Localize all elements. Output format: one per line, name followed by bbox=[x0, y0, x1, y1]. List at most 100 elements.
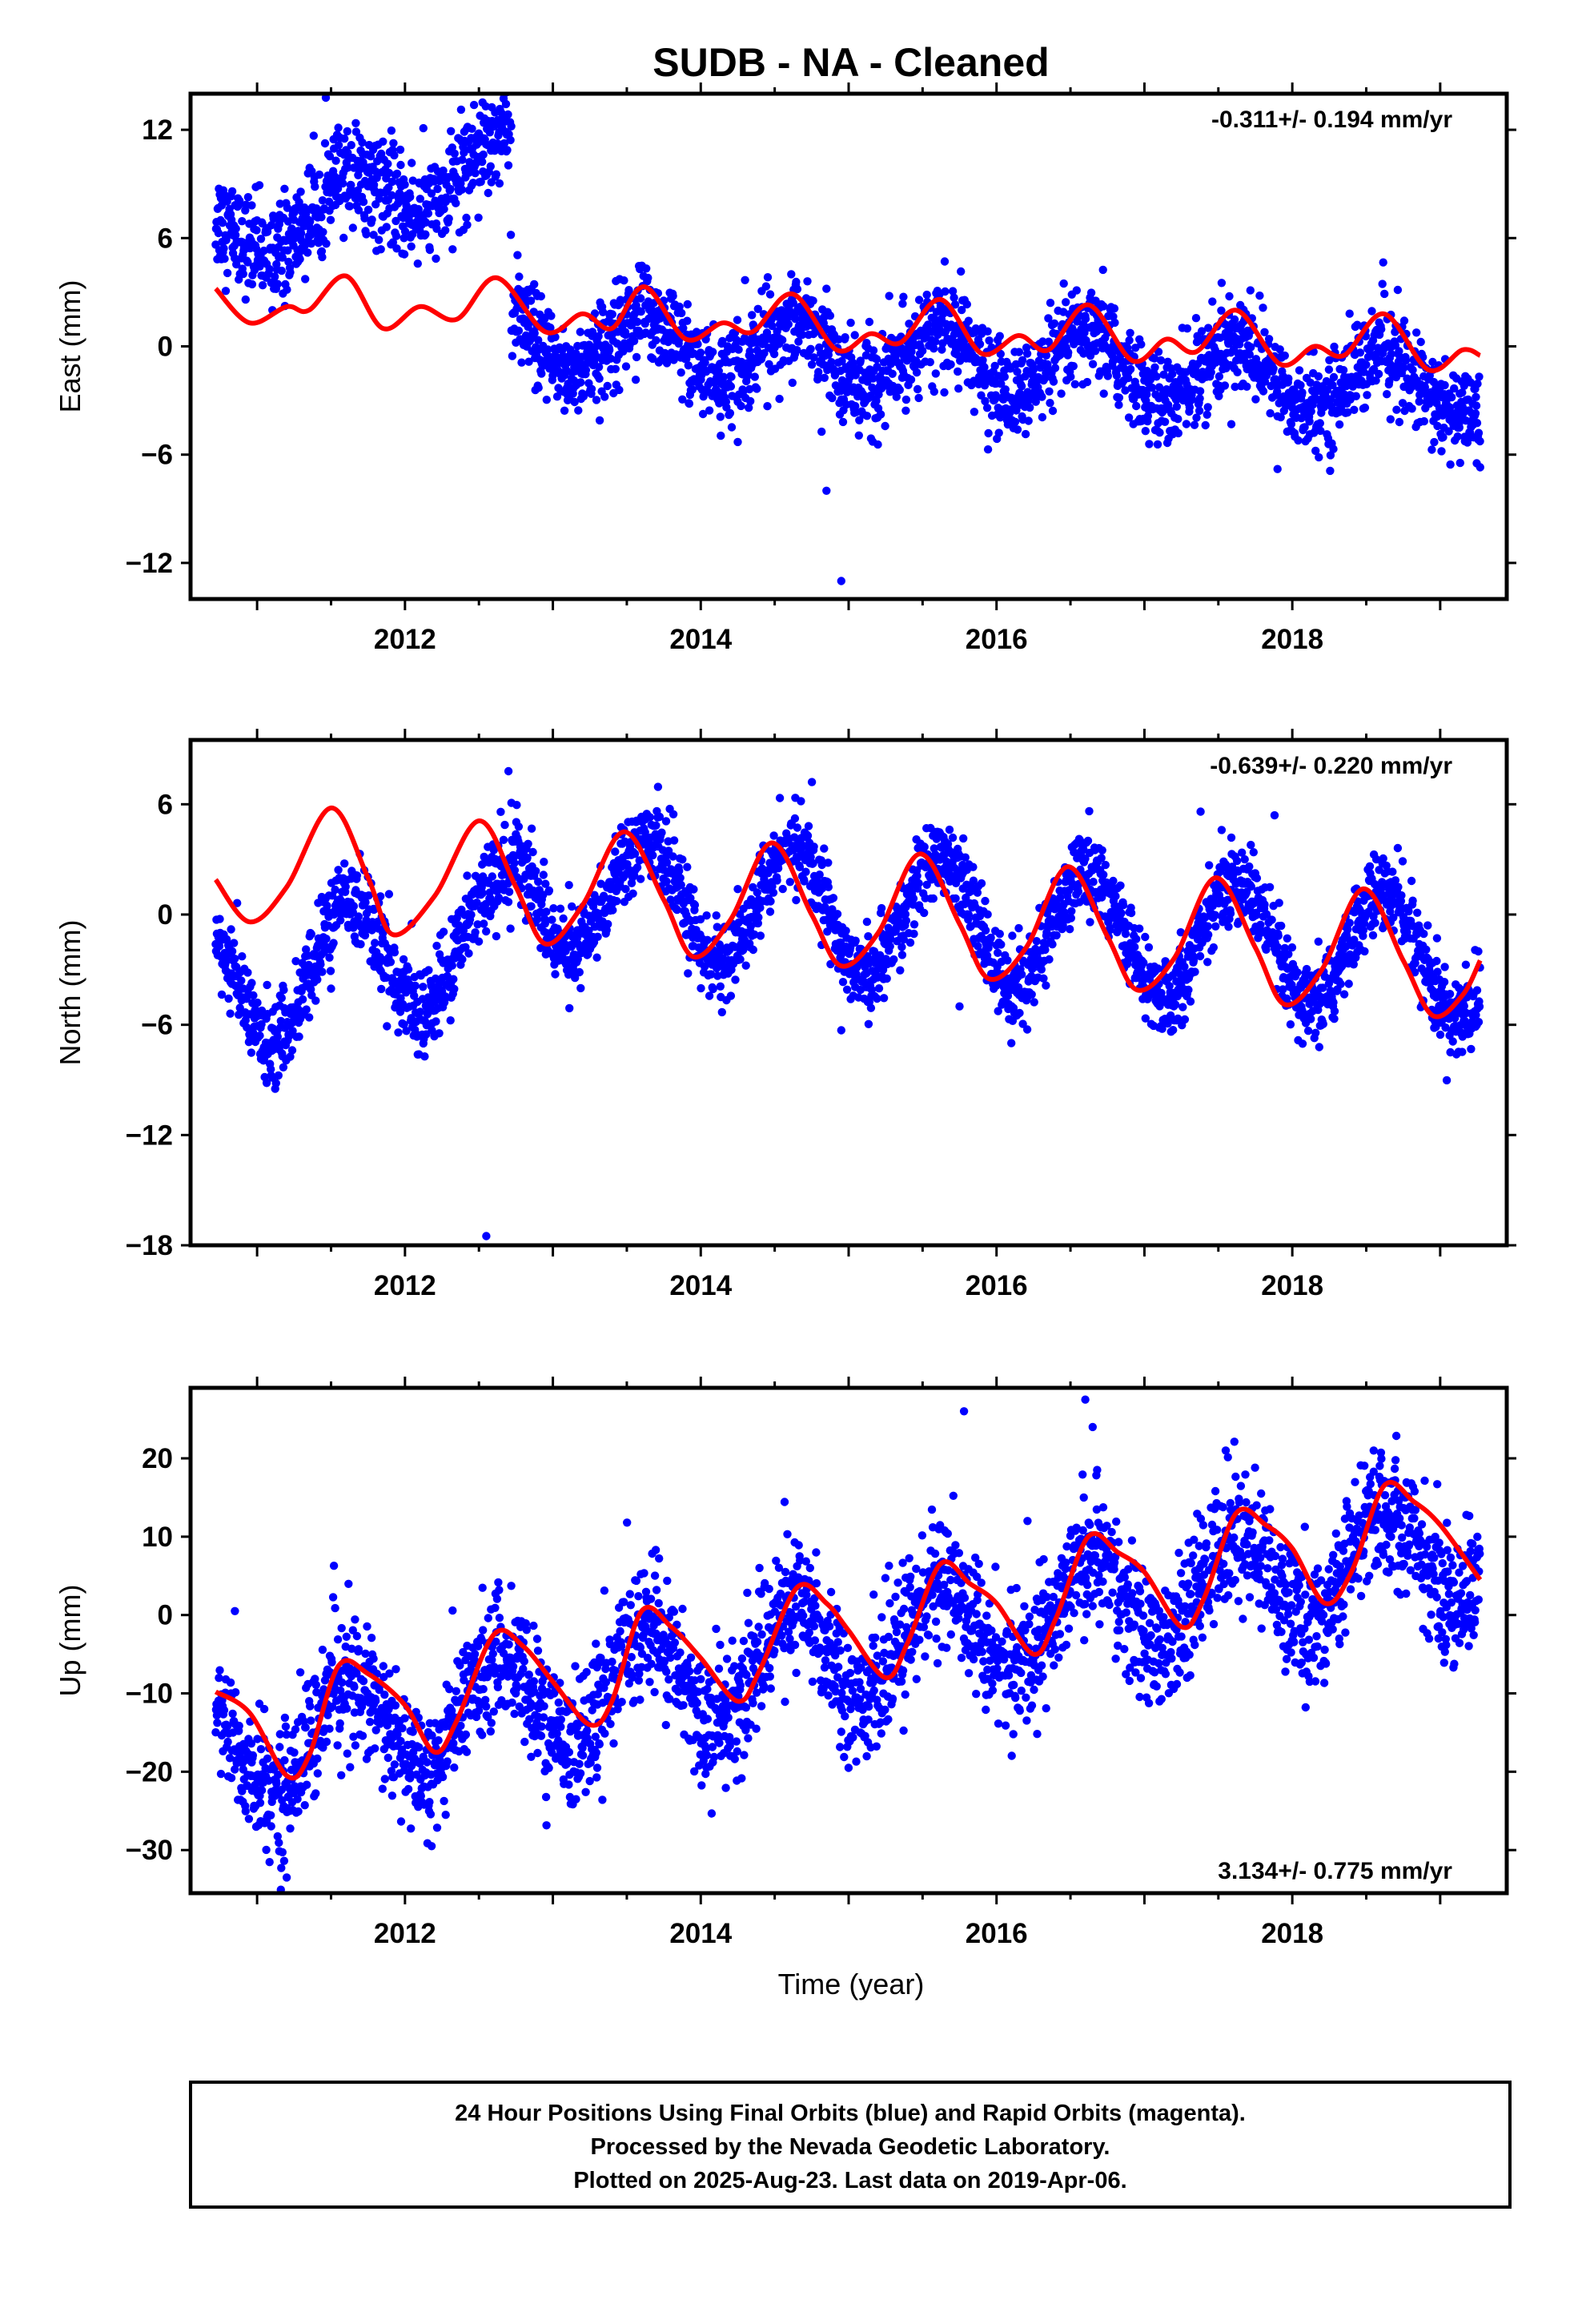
data-point bbox=[909, 929, 918, 939]
data-point bbox=[507, 122, 516, 131]
data-point bbox=[1363, 391, 1371, 400]
data-point bbox=[406, 192, 415, 202]
data-point bbox=[450, 149, 459, 158]
data-point bbox=[765, 290, 775, 299]
data-point bbox=[463, 220, 472, 229]
data-point bbox=[395, 189, 404, 198]
data-point bbox=[263, 980, 271, 990]
data-point bbox=[717, 431, 725, 440]
data-point bbox=[1245, 350, 1255, 359]
data-point bbox=[1429, 377, 1439, 387]
y-tick-label: 0 bbox=[158, 332, 173, 363]
data-point bbox=[527, 902, 536, 911]
data-point bbox=[506, 924, 515, 933]
data-point bbox=[981, 896, 990, 906]
data-point bbox=[565, 1003, 574, 1013]
data-point bbox=[439, 927, 448, 936]
data-point bbox=[447, 127, 456, 135]
data-point bbox=[598, 308, 608, 316]
data-point bbox=[336, 916, 345, 925]
data-point bbox=[864, 932, 873, 941]
data-point bbox=[756, 931, 765, 940]
data-point bbox=[969, 862, 978, 871]
data-point bbox=[1335, 420, 1344, 429]
data-point bbox=[1472, 419, 1482, 428]
data-point bbox=[940, 388, 949, 397]
y-tick-label: −6 bbox=[141, 440, 173, 471]
data-point bbox=[354, 912, 363, 921]
data-point bbox=[1008, 931, 1017, 940]
data-point bbox=[249, 991, 258, 1000]
data-point bbox=[734, 345, 743, 354]
data-point bbox=[990, 361, 999, 371]
data-point bbox=[1168, 369, 1177, 379]
data-point bbox=[745, 347, 754, 356]
data-point bbox=[508, 352, 517, 360]
data-point bbox=[1444, 427, 1453, 436]
data-point bbox=[914, 393, 923, 403]
data-point bbox=[600, 392, 609, 401]
data-point bbox=[504, 161, 513, 170]
data-point bbox=[383, 1022, 391, 1031]
data-point bbox=[1174, 428, 1183, 438]
data-point bbox=[877, 903, 886, 913]
data-point bbox=[983, 327, 992, 336]
data-point bbox=[789, 299, 797, 308]
data-point bbox=[227, 187, 237, 196]
data-point bbox=[851, 936, 860, 945]
data-point bbox=[1018, 356, 1027, 364]
data-point bbox=[905, 938, 915, 947]
data-point bbox=[462, 213, 471, 223]
data-point bbox=[576, 328, 584, 336]
data-point bbox=[983, 910, 992, 919]
data-point bbox=[761, 282, 771, 291]
data-point bbox=[790, 814, 800, 823]
data-point bbox=[457, 185, 467, 194]
data-point bbox=[804, 822, 813, 830]
data-point bbox=[1316, 426, 1325, 436]
data-point bbox=[1182, 324, 1192, 333]
data-point bbox=[1191, 314, 1201, 323]
data-point bbox=[218, 219, 227, 227]
data-point bbox=[471, 928, 480, 937]
data-point bbox=[391, 216, 400, 226]
data-point bbox=[669, 292, 677, 300]
data-point bbox=[306, 217, 315, 226]
data-point bbox=[351, 119, 360, 127]
data-point bbox=[548, 371, 557, 380]
data-point bbox=[286, 267, 295, 277]
data-point bbox=[640, 828, 649, 837]
data-point bbox=[226, 1009, 235, 1018]
data-point bbox=[803, 831, 813, 840]
data-point bbox=[793, 284, 802, 294]
data-point bbox=[954, 367, 962, 376]
data-point bbox=[823, 927, 832, 936]
data-point bbox=[542, 396, 551, 404]
data-point bbox=[685, 399, 694, 408]
data-point bbox=[975, 340, 985, 348]
data-point bbox=[1185, 403, 1195, 412]
data-point bbox=[754, 913, 763, 922]
data-point bbox=[675, 866, 684, 875]
data-point bbox=[690, 900, 700, 910]
data-point bbox=[534, 336, 543, 344]
data-point bbox=[741, 961, 750, 970]
data-point bbox=[784, 320, 793, 329]
data-point bbox=[1439, 432, 1447, 442]
data-point bbox=[401, 988, 411, 997]
data-point bbox=[315, 170, 324, 179]
data-point bbox=[478, 157, 487, 167]
data-point bbox=[348, 907, 357, 917]
data-point bbox=[749, 945, 757, 955]
data-point bbox=[803, 277, 812, 286]
data-point bbox=[648, 354, 657, 364]
data-point bbox=[1324, 365, 1334, 374]
data-point bbox=[1259, 304, 1267, 312]
data-point bbox=[948, 287, 958, 296]
data-point bbox=[800, 877, 809, 886]
data-point bbox=[1399, 364, 1408, 372]
data-point bbox=[983, 445, 993, 454]
data-point bbox=[768, 882, 777, 891]
data-point bbox=[873, 440, 882, 449]
data-point bbox=[399, 955, 408, 964]
